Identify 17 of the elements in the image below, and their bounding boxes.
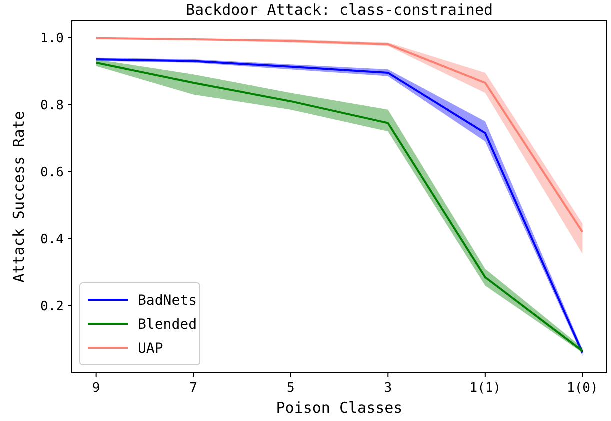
x-tick-label: 1(1) — [470, 381, 502, 396]
y-tick-label: 0.6 — [40, 165, 64, 180]
x-tick-label: 7 — [190, 381, 198, 396]
x-axis-title: Poison Classes — [276, 399, 403, 417]
y-tick-label: 1.0 — [40, 31, 64, 46]
y-axis-title: Attack Success Rate — [10, 111, 28, 283]
y-tick-label: 0.8 — [40, 98, 64, 114]
x-tick-label: 5 — [286, 381, 295, 396]
y-tick-label: 0.2 — [40, 300, 64, 314]
legend-label: Blended — [138, 316, 198, 333]
x-tick-label: 9 — [92, 381, 100, 396]
legend-label: UAP — [138, 340, 164, 357]
y-tick-label: 0.4 — [40, 232, 64, 248]
chart-title: Backdoor Attack: class-constrained — [186, 1, 494, 19]
x-tick-label: 3 — [384, 381, 392, 396]
x-tick-label: 1(0) — [567, 381, 598, 396]
legend-label: BadNets — [138, 292, 198, 309]
